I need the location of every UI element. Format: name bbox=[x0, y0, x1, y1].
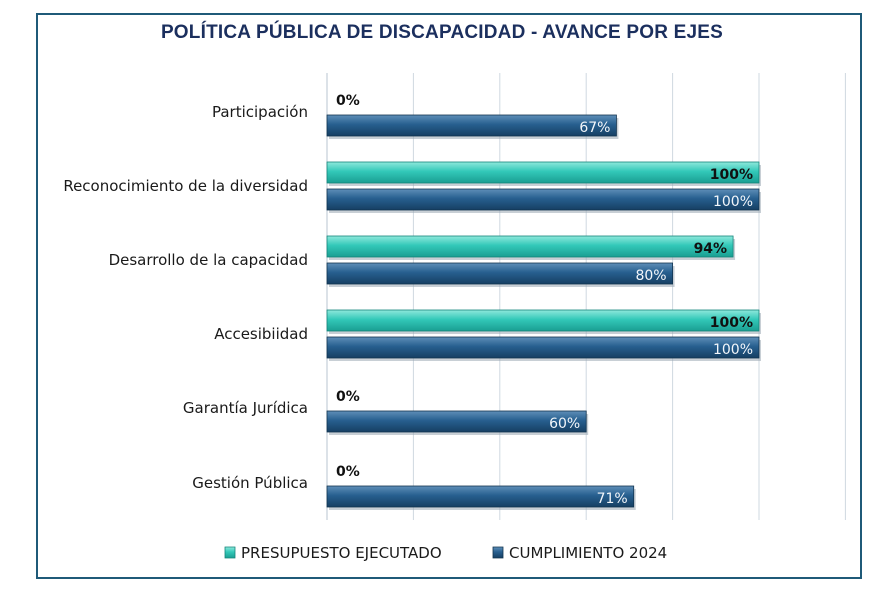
value-label-cumplimiento: 60% bbox=[549, 416, 580, 432]
bar-cumplimiento bbox=[326, 336, 760, 359]
chart-frame bbox=[36, 13, 862, 579]
chart-title: POLÍTICA PÚBLICA DE DISCAPACIDAD - AVANC… bbox=[160, 22, 724, 43]
value-label-cumplimiento: 100% bbox=[713, 194, 753, 210]
bar-cumplimiento bbox=[326, 262, 674, 285]
legend-item-cumplimiento: CUMPLIMIENTO 2024 bbox=[492, 544, 667, 562]
category-label: Gestión Pública bbox=[192, 474, 308, 492]
bar-presupuesto bbox=[326, 309, 760, 332]
legend-swatch bbox=[492, 546, 504, 559]
value-label-presupuesto: 0% bbox=[336, 389, 360, 405]
value-label-cumplimiento: 100% bbox=[713, 342, 753, 358]
legend-label: CUMPLIMIENTO 2024 bbox=[509, 544, 667, 562]
bar-cumplimiento bbox=[326, 188, 760, 211]
value-label-presupuesto: 94% bbox=[694, 241, 728, 257]
value-label-cumplimiento: 71% bbox=[597, 491, 628, 507]
bar-cumplimiento bbox=[326, 410, 587, 433]
category-label: Desarrollo de la capacidad bbox=[109, 251, 308, 269]
bar-cumplimiento bbox=[326, 114, 617, 137]
value-label-cumplimiento: 80% bbox=[635, 268, 666, 284]
bar-presupuesto bbox=[326, 161, 760, 184]
category-label: Accesibiidad bbox=[214, 325, 308, 343]
value-label-presupuesto: 100% bbox=[710, 167, 753, 183]
category-label: Participación bbox=[212, 103, 308, 121]
value-label-presupuesto: 100% bbox=[710, 315, 753, 331]
value-label-presupuesto: 0% bbox=[336, 93, 360, 109]
category-label: Garantía Jurídica bbox=[183, 399, 308, 417]
value-label-presupuesto: 0% bbox=[336, 464, 360, 480]
value-label-cumplimiento: 67% bbox=[579, 120, 610, 136]
legend-label: PRESUPUESTO EJECUTADO bbox=[241, 544, 442, 562]
bar-cumplimiento bbox=[326, 485, 635, 508]
legend-item-presupuesto: PRESUPUESTO EJECUTADO bbox=[224, 544, 442, 562]
legend-swatch bbox=[224, 546, 236, 559]
category-label: Reconocimiento de la diversidad bbox=[63, 177, 308, 195]
bar-presupuesto bbox=[326, 235, 734, 258]
